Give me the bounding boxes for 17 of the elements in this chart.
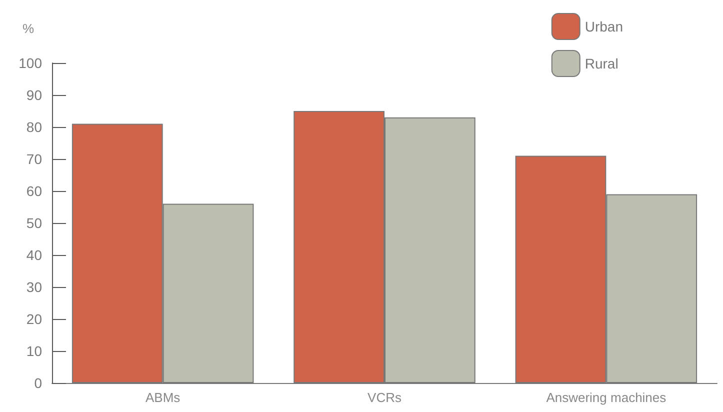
y-tick-label: 70: [26, 151, 42, 167]
y-tick-label: 40: [26, 247, 42, 263]
y-tick-label: 60: [26, 183, 42, 199]
y-tick-label: 0: [34, 375, 42, 391]
y-tick-label: 20: [26, 311, 42, 327]
x-tick-label: ABMs: [145, 390, 181, 405]
y-axis-title: %: [22, 21, 34, 36]
legend-label: Rural: [584, 56, 618, 72]
y-tick-label: 50: [26, 215, 42, 231]
y-tick-label: 10: [26, 343, 42, 359]
y-tick-label: 100: [18, 55, 42, 71]
y-tick-label: 30: [26, 279, 42, 295]
x-tick-label: Answering machines: [546, 390, 667, 405]
y-tick-label: 80: [26, 119, 42, 135]
y-tick-label: 90: [26, 87, 42, 103]
legend-label: Urban: [584, 18, 624, 34]
x-tick-label: VCRs: [368, 390, 402, 405]
